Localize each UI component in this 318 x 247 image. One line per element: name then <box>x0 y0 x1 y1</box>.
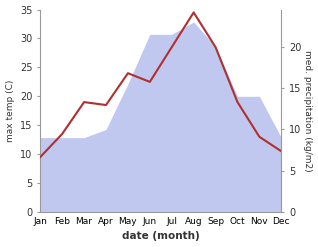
Y-axis label: med. precipitation (kg/m2): med. precipitation (kg/m2) <box>303 50 313 172</box>
X-axis label: date (month): date (month) <box>122 231 200 242</box>
Y-axis label: max temp (C): max temp (C) <box>5 80 15 142</box>
